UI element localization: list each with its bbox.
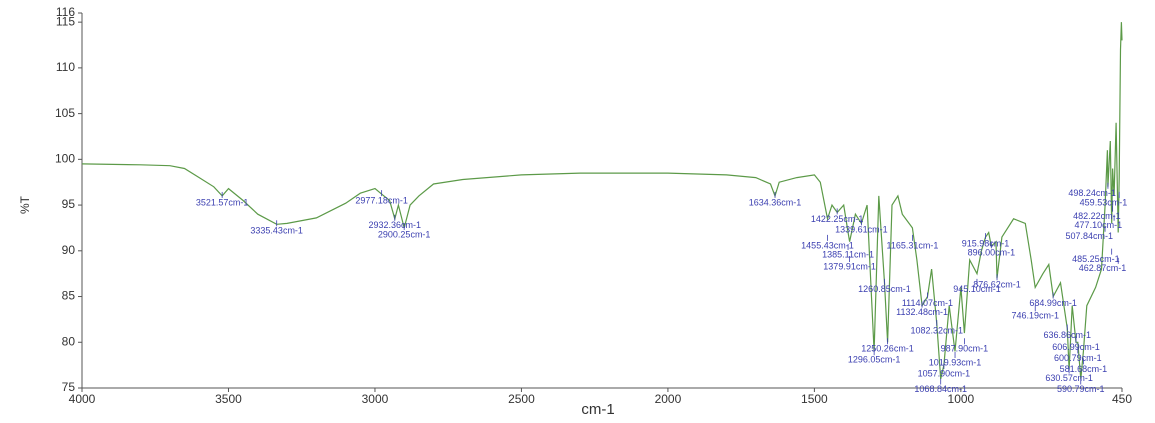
y-tick-label: 95 — [62, 197, 76, 211]
peak-label: 684.99cm-1 — [1029, 298, 1077, 308]
peak-label: 482.22cm-1 — [1073, 211, 1121, 221]
y-tick-label: 75 — [62, 380, 76, 394]
peak-label: 606.99cm-1 — [1052, 342, 1100, 352]
y-tick-label: 80 — [62, 334, 76, 348]
peak-label: 459.53cm-1 — [1080, 197, 1128, 207]
peak-label: 1379.91cm-1 — [823, 261, 876, 271]
peak-label: 1165.31cm-1 — [887, 240, 939, 250]
peak-label: 590.79cm-1 — [1057, 384, 1105, 394]
peak-label: 636.86cm-1 — [1043, 330, 1091, 340]
x-tick-label: 4000 — [69, 392, 96, 406]
x-tick-label: 2500 — [508, 392, 535, 406]
y-tick-label: 100 — [55, 152, 75, 166]
x-tick-label: 1000 — [948, 392, 975, 406]
peak-label: 746.19cm-1 — [1011, 311, 1059, 321]
peak-label: 1250.26cm-1 — [861, 344, 914, 354]
y-tick-label: 115 — [56, 14, 75, 28]
spectrum-line — [81, 22, 1123, 380]
peak-label: 1296.05cm-1 — [848, 355, 901, 365]
peak-label: 1019.93cm-1 — [929, 357, 982, 367]
x-tick-label: 3000 — [362, 392, 389, 406]
peak-label: 945.10cm-1 — [953, 284, 1001, 294]
x-axis-label: cm-1 — [581, 401, 614, 418]
y-axis-label: %T — [18, 195, 32, 214]
peak-label: 1339.61cm-1 — [835, 225, 888, 235]
y-tick-label: 90 — [62, 243, 76, 257]
peak-label: 485.25cm-1 — [1072, 254, 1120, 264]
x-tick-label: 1500 — [801, 392, 828, 406]
peak-label: 1455.43cm-1 — [801, 240, 854, 250]
peak-label: 896.00cm-1 — [968, 248, 1016, 258]
peak-label: 1634.36cm-1 — [749, 197, 802, 207]
peak-label: 876.62cm-1 — [973, 280, 1021, 290]
peak-label: 2977.18cm-1 — [355, 195, 408, 205]
peak-label: 915.98cm-1 — [962, 238, 1010, 248]
peak-label: 462.87cm-1 — [1079, 263, 1127, 273]
x-tick-label: 450 — [1112, 392, 1132, 406]
peak-label: 1422.25cm-1 — [811, 214, 864, 224]
peak-label: 507.84cm-1 — [1066, 231, 1114, 241]
peak-label: 630.57cm-1 — [1045, 373, 1093, 383]
y-tick-label: 85 — [62, 289, 76, 303]
peak-label: 987.90cm-1 — [941, 344, 989, 354]
peak-label: 2932.36cm-1 — [368, 220, 421, 230]
y-tick-label: 110 — [56, 60, 75, 74]
peak-label: 1260.85cm-1 — [858, 284, 911, 294]
y-tick-label: 105 — [55, 106, 75, 120]
y-tick-label: 116 — [56, 5, 75, 19]
peak-label: 3335.43cm-1 — [250, 226, 303, 236]
peak-label: 581.68cm-1 — [1060, 364, 1108, 374]
peak-label: 2900.25cm-1 — [378, 229, 431, 239]
peak-label: 1082.32cm-1 — [910, 325, 963, 335]
peak-label: 498.24cm-1 — [1068, 188, 1116, 198]
peak-label: 477.10cm-1 — [1075, 220, 1123, 230]
peak-label: 1385.11cm-1 — [822, 249, 874, 259]
peak-label: 600.79cm-1 — [1054, 353, 1102, 363]
peak-label: 1132.48cm-1 — [896, 307, 948, 317]
peak-label: 1068.84cm-1 — [914, 384, 967, 394]
x-tick-label: 3500 — [215, 392, 242, 406]
x-tick-label: 2000 — [655, 392, 682, 406]
peak-label: 3521.57cm-1 — [196, 197, 249, 207]
peak-label: 1114.07cm-1 — [902, 298, 953, 308]
peak-label: 1057.90cm-1 — [918, 368, 971, 378]
